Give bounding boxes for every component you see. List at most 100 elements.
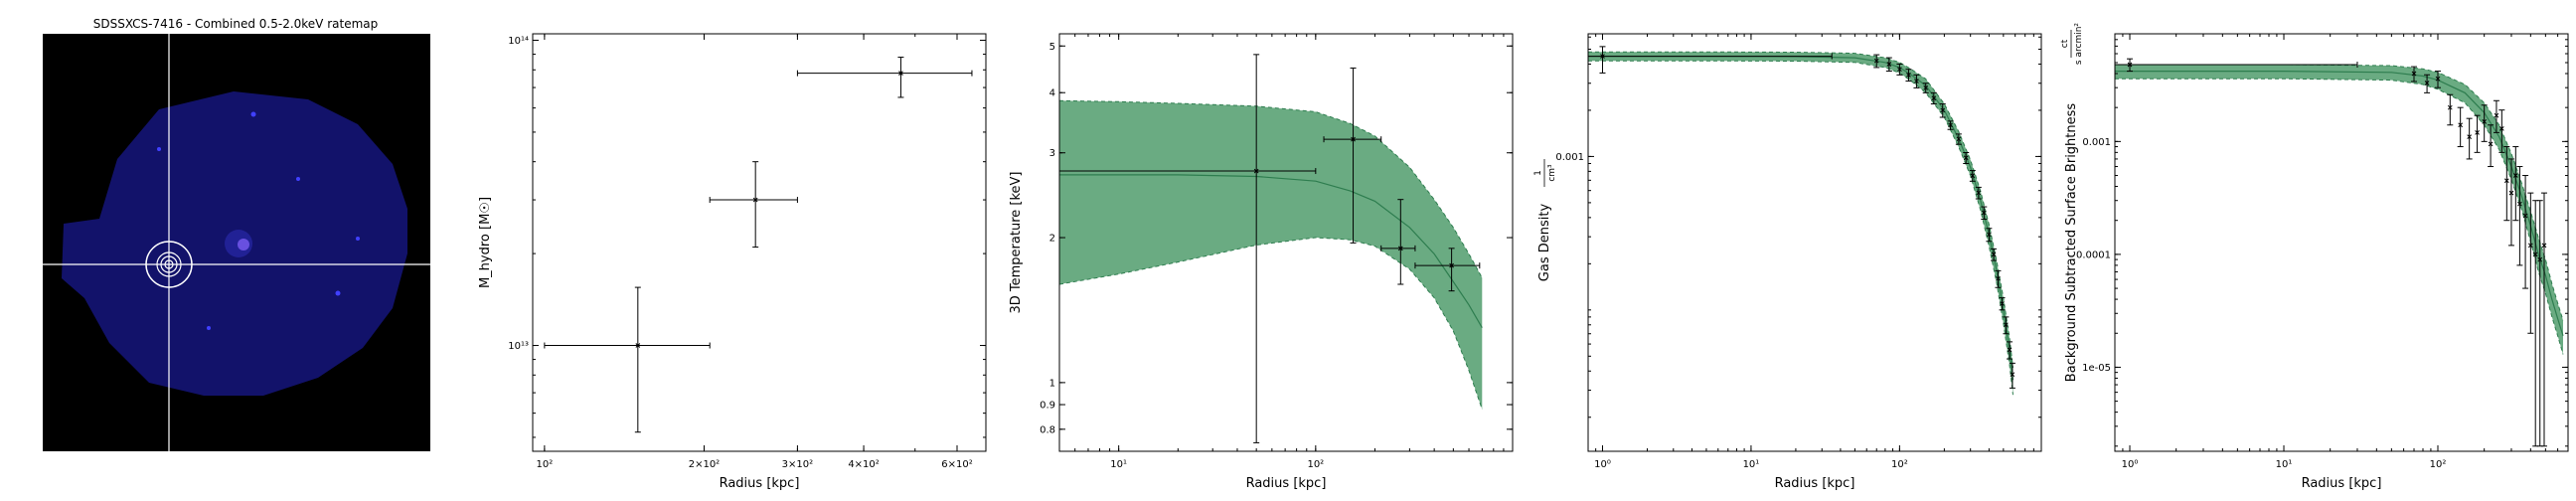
point-marker <box>2004 322 2009 328</box>
model-uncertainty-band <box>1059 100 1483 410</box>
data-point <box>2466 117 2473 160</box>
point-marker <box>2010 372 2015 378</box>
ratemap-point-source <box>250 111 256 117</box>
data-point <box>2498 109 2505 153</box>
y-tick-label: 10¹³ <box>508 341 529 352</box>
plot-frame <box>532 33 987 452</box>
model-line <box>2115 71 2564 336</box>
point-marker <box>898 71 903 76</box>
data-point <box>2411 66 2418 83</box>
x-tick-label: 10² <box>537 459 554 470</box>
point-marker <box>1987 232 1992 238</box>
point-marker <box>2435 76 2441 82</box>
x-tick-label: 3×10² <box>782 459 813 470</box>
y-unit-denominator: s arcmin² <box>2074 23 2084 65</box>
data-point <box>2493 99 2499 133</box>
data-point <box>1975 186 1982 200</box>
ratemap-title: SDSSXCS-7416 - Combined 0.5-2.0keV ratem… <box>93 17 379 31</box>
data-point <box>2522 175 2529 289</box>
y-unit-numerator: ct <box>2060 39 2070 48</box>
point-marker <box>2488 141 2494 147</box>
model-lower-bound <box>1059 237 1483 410</box>
x-tick-label: 10¹ <box>1110 459 1127 470</box>
ratemap-point-source <box>157 147 161 151</box>
ratemap-emission-blob <box>225 230 252 257</box>
point-marker <box>2482 119 2488 124</box>
data-point <box>2457 106 2464 148</box>
point-marker <box>1897 67 1902 73</box>
x-tick-label: 10¹ <box>1743 459 1760 470</box>
data-point <box>1380 199 1416 285</box>
data-point <box>1947 120 1954 130</box>
x-axis-label: Radius [kpc] <box>1246 476 1327 491</box>
data-point <box>1059 54 1317 443</box>
y-tick-label: 4 <box>1049 88 1055 99</box>
point-marker <box>1906 73 1911 78</box>
y-tick-label: 0.0001 <box>2076 250 2111 260</box>
plot-area <box>1588 46 2015 396</box>
data-point <box>1323 67 1382 244</box>
x-tick-label: 10¹ <box>2276 459 2293 470</box>
model-lower-bound <box>2115 78 2564 355</box>
y-tick-label: 0.9 <box>1040 401 1055 412</box>
point-marker <box>2000 301 2005 306</box>
data-point <box>2481 104 2488 142</box>
y-tick-label: 0.001 <box>2082 137 2111 148</box>
plot-area <box>544 57 973 433</box>
data-point <box>2503 146 2510 222</box>
point-marker <box>2512 173 2518 178</box>
data-point <box>1414 248 1481 292</box>
point-marker <box>2541 243 2547 249</box>
y-axis-label: 3D Temperature [keV] <box>1009 172 1024 314</box>
model-upper-bound <box>1059 99 1483 278</box>
data-point <box>1981 206 1988 221</box>
point-marker <box>1449 262 1454 268</box>
y-tick-label: 3 <box>1049 148 1055 159</box>
y-tick-label: 5 <box>1049 42 1055 53</box>
model-uncertainty-band <box>1588 52 2013 396</box>
data-point <box>2474 114 2481 153</box>
point-marker <box>1976 190 1982 196</box>
data-point <box>1930 91 1937 105</box>
data-point <box>1991 248 1998 261</box>
model-lower-bound <box>1588 60 2013 396</box>
data-point <box>1955 133 1962 145</box>
model-upper-bound <box>1588 51 2013 369</box>
ratemap-point-source <box>296 177 300 181</box>
data-point <box>2516 166 2523 266</box>
point-marker <box>2537 256 2543 262</box>
y-tick-label: 1 <box>1049 378 1055 389</box>
point-marker <box>2532 251 2538 257</box>
data-point <box>1922 83 1929 93</box>
gas-density-chart: 10⁰ 10¹ 10² 0.001 Radius [kpc] Gas Density 1 cm… <box>1533 33 2042 491</box>
point-marker <box>1600 54 1605 59</box>
point-marker <box>1931 95 1937 101</box>
x-tick-label: 4×10² <box>848 459 879 470</box>
y-axis-unit: ct s arcmin² <box>2060 23 2084 65</box>
point-marker <box>1991 251 1997 257</box>
data-point <box>2532 200 2539 447</box>
data-point <box>1939 103 1946 118</box>
point-marker <box>2007 347 2012 353</box>
plot-frame <box>2114 33 2569 452</box>
point-marker <box>2517 201 2522 207</box>
point-marker <box>2458 122 2464 128</box>
data-point <box>2007 341 2013 360</box>
point-marker <box>1886 62 1892 67</box>
data-point <box>1905 69 1912 83</box>
point-marker <box>1397 246 1403 251</box>
model-line <box>1059 174 1483 329</box>
point-marker <box>2411 71 2417 77</box>
point-marker <box>2503 178 2509 184</box>
point-marker <box>1948 122 1953 128</box>
point-marker <box>752 197 758 203</box>
data-point <box>1999 297 2006 311</box>
point-marker <box>1351 136 1356 142</box>
model-line <box>1588 56 2014 381</box>
ratemap-panel: SDSSXCS-7416 - Combined 0.5-2.0keV ratem… <box>43 17 430 451</box>
point-marker <box>2522 213 2528 219</box>
data-point <box>1969 170 1976 182</box>
data-point <box>2009 362 2015 389</box>
point-marker <box>1914 79 1919 84</box>
x-tick-label: 10² <box>1307 459 1324 470</box>
